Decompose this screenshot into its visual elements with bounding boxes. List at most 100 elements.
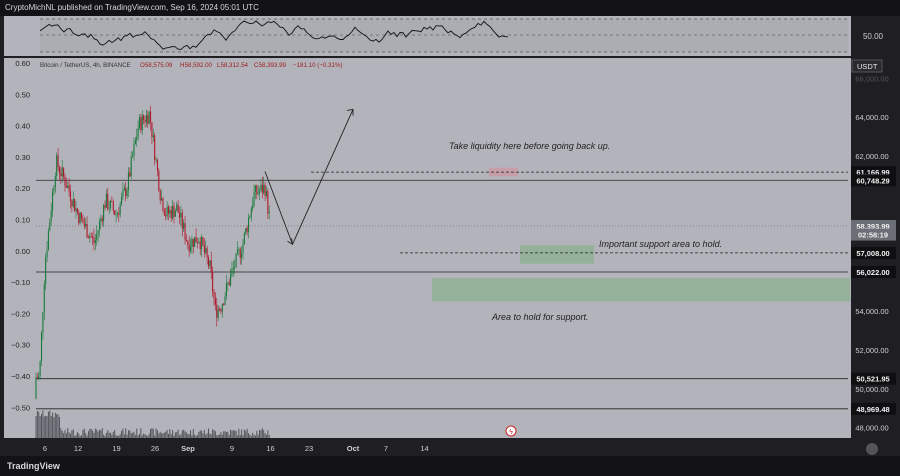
candle-body [129,172,131,177]
candle-body [163,210,165,216]
currency-label: USDT [857,62,878,71]
volume-bar [70,433,71,438]
currency-badge-bg [851,59,883,73]
volume-bar [166,430,168,438]
legend-low: L58,312.54 [217,62,249,69]
candle-body [151,122,153,138]
candle-body [206,248,208,258]
candle-body [60,173,62,177]
annotation-support-area: Area to hold for support. [491,312,589,322]
left-axis-tick: 0.60 [15,59,30,68]
candle-body [87,237,89,239]
candle-body [161,198,163,201]
timeframe-marker-icon[interactable] [505,425,517,437]
legend-close: C58,393.99 [254,62,287,69]
volume-bar [256,430,258,438]
candle-body [43,284,45,313]
candle-body [107,193,109,209]
volume-bar [79,435,81,438]
volume-bar [150,429,152,438]
volume-bar [185,432,187,438]
candle-body [54,175,56,188]
candle-body [252,205,254,209]
candle-body [76,208,78,213]
projection-arrowhead-up [346,108,354,116]
candle-body [89,236,91,239]
volume-bar [90,428,92,438]
volume-bar [225,431,227,438]
volume-bar [38,411,40,438]
candle-body [231,268,233,275]
candle-body [85,223,87,227]
volume-bar [57,414,59,438]
zones-layer [432,167,850,302]
volume-bar [108,432,110,438]
volume-bar [209,433,211,438]
time-axis-label: 16 [266,444,274,453]
candle-body [165,215,167,217]
volume-bar [217,434,219,438]
price-label: 61,166.99 [856,168,889,177]
candle-body [242,243,244,254]
tradingview-brand[interactable]: TradingView [7,461,60,471]
candle-body [132,156,134,158]
volume-bar [94,428,96,438]
time-axis-label: 12 [74,444,82,453]
candle-body [36,377,38,379]
volume-bar [190,430,192,438]
price-label: 56,022.00 [856,268,889,277]
volume-bar [234,430,236,438]
volume-bar [208,428,209,438]
candle-body [183,223,185,229]
volume-bar [253,434,255,438]
volume-bar [170,434,172,438]
candle-body [227,282,229,284]
price-label: 57,008.00 [856,249,889,258]
candle-body [177,204,179,213]
volume-bar [87,431,89,438]
volume-bar [221,434,223,438]
candle-body [261,184,263,193]
right-axis-tick: 64,000.00 [855,113,888,122]
candle-body [61,167,63,177]
candle-body [207,257,210,267]
candle-body [123,188,125,191]
candle-body [267,191,269,214]
candle-body [97,230,99,234]
candle-body [39,361,41,376]
candle-body [195,237,197,243]
time-axis-labels: 6 12 19 26 Sep 9 16 23 Oct 7 14 [43,444,429,453]
candle-body [238,249,240,251]
candle-body [140,117,142,131]
time-axis[interactable] [0,438,900,456]
volume-bar [188,434,190,438]
candle-body [86,223,88,238]
zone-support_area [432,278,850,302]
projection-leg-up [292,109,354,245]
volume-bar [65,433,67,438]
volume-bar [111,434,113,438]
volume-bar [114,430,116,438]
volume-bar [260,430,262,438]
candle-body [57,155,59,168]
volume-bar [246,428,248,438]
goto-realtime-icon[interactable] [866,443,878,455]
volume-bar [136,428,138,438]
candle-body [259,190,261,194]
right-axis-tick: 54,000.00 [855,307,888,316]
volume-bar [230,429,232,438]
volume-bar [125,428,127,438]
currency-badge[interactable]: USDT [851,59,883,73]
volume-bar [145,435,147,438]
volume-bar [54,412,56,438]
legend-symbol: Bitcoin / TetherUS, 4h, BINANCE [40,62,131,69]
volume-bar [248,433,250,438]
candle-body [212,272,214,292]
candle-body [141,115,143,131]
volume-bar [165,431,167,438]
candle-body [90,236,92,237]
volume-bar [68,432,70,438]
volume-bar [60,428,62,438]
volume-bar [187,434,189,438]
